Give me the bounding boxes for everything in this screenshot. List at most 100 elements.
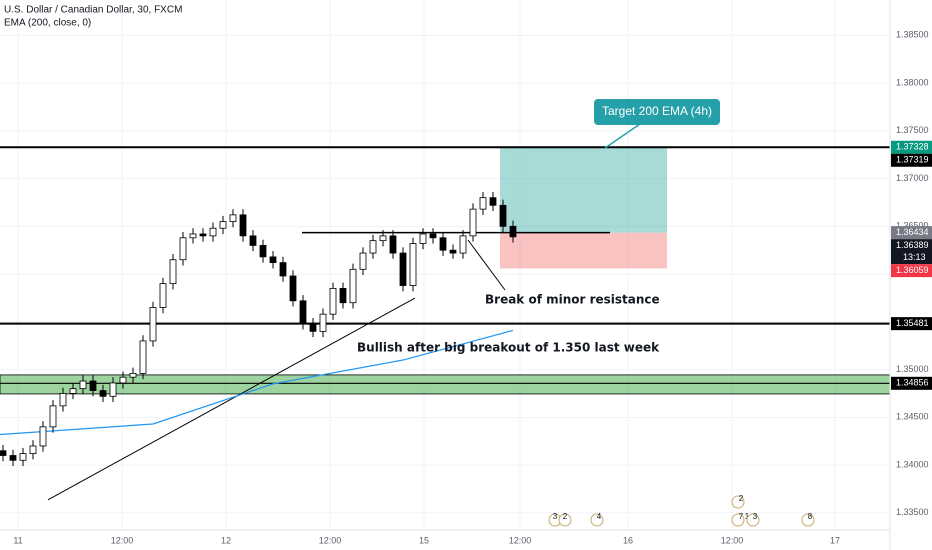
annotation: Break of minor resistance [485, 293, 660, 307]
candle-body [459, 235, 467, 254]
candle-body [259, 245, 267, 258]
candle-body [169, 259, 177, 285]
y-tick-label: 1.34000 [896, 459, 929, 469]
x-tick-label: 11 [13, 535, 22, 545]
candle-body [229, 214, 237, 222]
candle-body [159, 283, 167, 308]
candle-body [39, 426, 47, 447]
price-label: 1.36059 [896, 265, 929, 275]
candle-body [59, 393, 67, 407]
x-tick-label: 15 [419, 535, 429, 545]
candle-body [449, 249, 457, 254]
price-label: 1.34856 [896, 378, 929, 388]
x-tick-label: 12:00 [111, 535, 134, 545]
y-tick-label: 1.35000 [896, 364, 929, 374]
event-count: 2 [563, 512, 568, 521]
candle-body [279, 262, 287, 277]
price-label-bg [891, 140, 932, 154]
candle-body [509, 225, 517, 238]
candle-body [79, 380, 87, 390]
candle-body [339, 287, 347, 304]
candle-body [419, 233, 427, 244]
candle-body [329, 287, 337, 315]
events: 3 2 4 2 7 1 3 8 [548, 494, 815, 527]
y-tick-label: 1.36500 [896, 221, 929, 231]
event-count: 7 [739, 512, 744, 521]
event-count: 3 [553, 512, 558, 521]
annotation-pointer [467, 239, 506, 291]
ema-line [0, 329, 514, 436]
candle-body [429, 233, 437, 239]
event-count: 8 [808, 512, 813, 521]
event-icon [801, 513, 815, 527]
candle-body [409, 243, 417, 286]
candle-body [389, 235, 397, 254]
y-tick-label: 1.33500 [896, 507, 929, 517]
annotation: Target 200 EMA (4h) [602, 104, 712, 118]
candle-body [29, 445, 37, 455]
price-label-bg [891, 239, 932, 265]
callout-pointer [604, 123, 641, 149]
price-label: 1.35481 [896, 318, 929, 328]
candle-body [119, 376, 127, 384]
event-icon [746, 513, 760, 527]
candle-body [379, 235, 387, 242]
candle-body [399, 252, 407, 286]
candle-body [369, 240, 377, 254]
event-icon [558, 513, 572, 527]
candle-body [9, 455, 17, 461]
y-tick-label: 1.37500 [896, 125, 929, 135]
candle-body [0, 450, 7, 456]
candle-body [179, 237, 187, 261]
callout-box [594, 99, 720, 125]
annotation: Bullish after big breakout of 1.350 last… [357, 341, 660, 355]
price-label-bg [891, 376, 932, 390]
candle-body [49, 405, 57, 428]
event-count: 4 [597, 512, 602, 521]
event-icon [590, 513, 604, 527]
candle-body [239, 214, 247, 237]
event-icon [731, 513, 745, 527]
countdown: 13:13 [903, 252, 926, 262]
price-label: 1.37328 [896, 142, 929, 152]
price-label: 1.36434 [896, 227, 929, 237]
event-count: 1 [745, 512, 750, 521]
candle-body [489, 197, 497, 206]
candle-body [199, 233, 207, 237]
event-count: 2 [739, 494, 744, 503]
y-tick-label: 1.38500 [896, 30, 929, 40]
y-tick-label: 1.34500 [896, 412, 929, 422]
x-tick-label: 12:00 [319, 535, 342, 545]
candle-body [189, 233, 197, 239]
candle-body [99, 390, 107, 397]
candle-body [109, 382, 117, 397]
price-label-bg [891, 226, 932, 240]
price-label: 1.37319 [896, 155, 929, 165]
candle-body [149, 307, 157, 342]
candle-body [269, 256, 277, 264]
candle-body [309, 323, 317, 332]
price-label-bg [891, 264, 932, 278]
candle-body [319, 313, 327, 332]
y-tick-label: 1.37000 [896, 173, 929, 183]
plot-area [0, 0, 891, 530]
candle-body [469, 208, 477, 237]
candle-body [299, 300, 307, 325]
candle-body [249, 235, 257, 246]
x-tick-label: 17 [830, 535, 840, 545]
trend-line [47, 297, 416, 501]
x-tick-label: 12:00 [509, 535, 532, 545]
candle-body [359, 252, 367, 270]
x-tick-label: 16 [623, 535, 633, 545]
candle-body [349, 268, 357, 304]
candle-body [139, 340, 147, 374]
price-label-bg [891, 153, 932, 167]
candle-body [129, 372, 137, 378]
x-tick-label: 12 [221, 535, 231, 545]
candle-body [209, 227, 217, 237]
candle-body [19, 453, 27, 461]
candle-body [289, 275, 297, 302]
event-icon [731, 495, 745, 509]
